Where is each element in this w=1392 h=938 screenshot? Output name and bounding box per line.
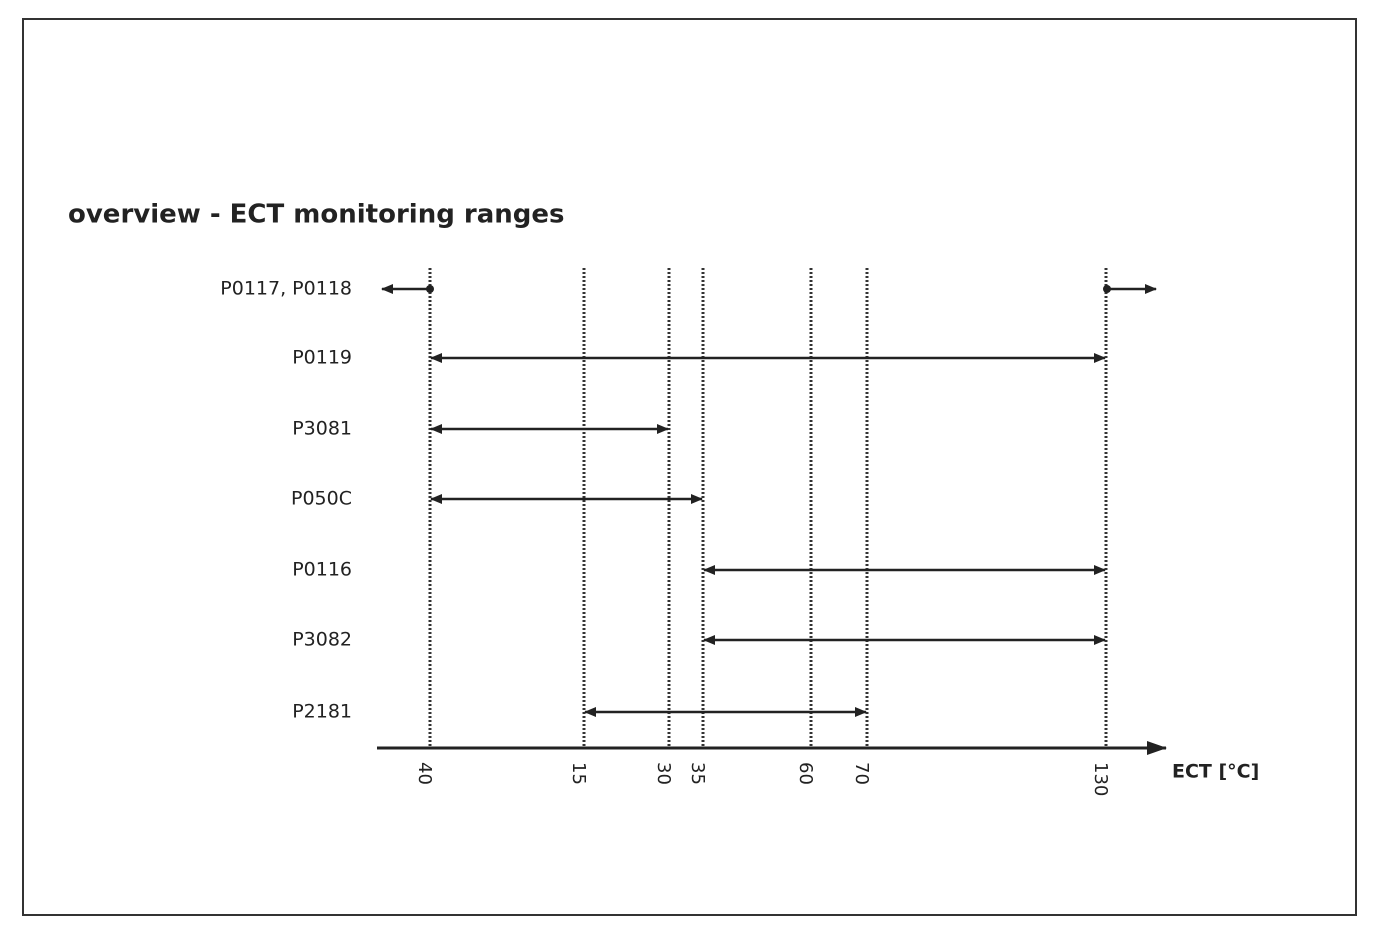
tick-label: 30 [653,762,674,785]
tick-label: 40 [414,762,435,785]
tick-label: 35 [687,762,708,785]
title: overview - ECT monitoring ranges [68,200,564,230]
axis-label: ECT [°C] [1172,761,1259,783]
row-label: P3082 [292,629,352,651]
tick-label: 70 [851,762,872,785]
range-dot [1103,285,1111,293]
range-dot [426,285,434,293]
tick-label: 130 [1090,762,1111,796]
row-label: P2181 [292,701,352,723]
tick-label: 15 [568,762,589,785]
row-label: P0117, P0118 [220,278,352,300]
content: 40 15 30 35 60 70 130 P0117, P0118 P0119 P3081 P05… [220,268,1157,796]
tick-label: 60 [795,762,816,785]
row-label: P0116 [292,559,352,581]
frame [22,18,1357,916]
row-label: P0119 [292,347,352,369]
row-label: P3081 [292,418,352,440]
row-label: P050C [291,488,352,510]
